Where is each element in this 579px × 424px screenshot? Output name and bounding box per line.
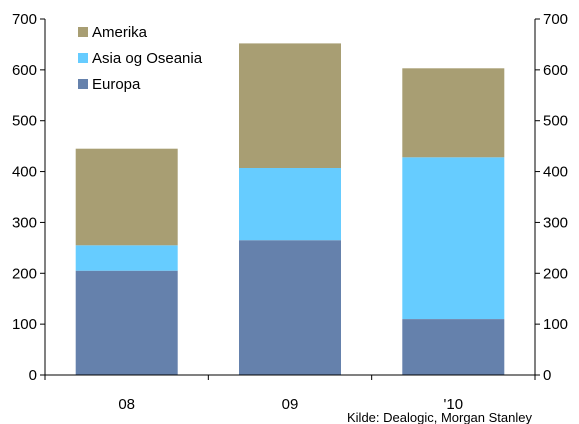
bar-asia-og-oseania-2 [402, 157, 505, 319]
bar-asia-og-oseania-0 [75, 245, 178, 271]
legend-label-europa: Europa [92, 76, 141, 93]
y-tick-label-right: 400 [543, 164, 568, 181]
legend-swatch-amerika [78, 27, 88, 37]
y-tick-label-left: 700 [12, 11, 37, 28]
y-tick-label-left: 300 [12, 214, 37, 231]
y-tick-label-right: 300 [543, 214, 568, 231]
y-tick-label-right: 0 [543, 367, 551, 384]
x-tick-label: 08 [118, 396, 135, 413]
bar-europa-1 [239, 240, 341, 375]
legend-label-amerika: Amerika [92, 24, 148, 41]
bars-group [75, 43, 505, 375]
y-tick-label-left: 200 [12, 265, 37, 282]
bar-amerika-2 [402, 68, 505, 158]
legend-swatch-europa [78, 79, 88, 89]
legend: Amerika Asia og Oseania Europa [78, 24, 203, 93]
legend-label-asia-og-oseania: Asia og Oseania [92, 50, 203, 67]
legend-swatch-asia-og-oseania [78, 53, 88, 63]
y-tick-label-left: 400 [12, 164, 37, 181]
y-tick-label-left: 500 [12, 113, 37, 130]
bar-amerika-0 [75, 148, 178, 246]
x-tick-label: 09 [282, 396, 299, 413]
y-tick-label-right: 500 [543, 113, 568, 130]
y-tick-label-right: 200 [543, 265, 568, 282]
x-tick-label: '10 [444, 396, 464, 413]
y-tick-label-right: 700 [543, 11, 568, 28]
y-tick-label-left: 100 [12, 316, 37, 333]
bar-europa-0 [75, 270, 178, 375]
source-note: Kilde: Dealogic, Morgan Stanley [347, 410, 532, 424]
bar-asia-og-oseania-1 [239, 168, 341, 241]
bar-europa-2 [402, 319, 505, 375]
axes-group: 08 09 '10 0 0 100 100 200 200 300 300 400 400 500 500 6… [12, 11, 568, 413]
y-tick-label-left: 0 [29, 367, 37, 384]
bar-amerika-1 [239, 43, 341, 168]
y-tick-label-right: 100 [543, 316, 568, 333]
y-tick-label-left: 600 [12, 62, 37, 79]
y-tick-label-right: 600 [543, 62, 568, 79]
